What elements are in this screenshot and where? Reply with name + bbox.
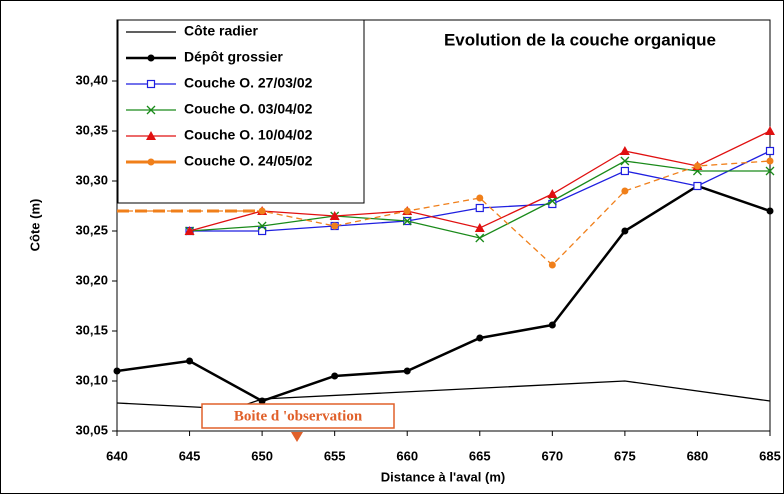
x-tick-label: 640 <box>106 448 128 463</box>
marker <box>620 166 629 176</box>
y-tick-label: 30,40 <box>75 72 108 87</box>
marker <box>403 207 411 215</box>
x-tick-label: 645 <box>179 448 201 463</box>
legend <box>117 19 365 204</box>
marker <box>184 226 195 235</box>
marker <box>474 223 485 232</box>
marker <box>147 54 155 62</box>
x-tick-label: 675 <box>614 448 636 463</box>
marker <box>257 221 267 231</box>
marker <box>693 181 702 191</box>
marker <box>548 321 556 329</box>
marker <box>621 227 629 235</box>
marker <box>331 222 339 230</box>
marker <box>475 203 484 213</box>
marker <box>547 196 557 206</box>
x-tick-label: 665 <box>469 448 491 463</box>
annotation: Boite d 'observation <box>234 408 363 424</box>
marker <box>258 397 266 405</box>
marker <box>331 372 339 380</box>
x-tick-label: 660 <box>396 448 418 463</box>
marker <box>113 367 121 375</box>
x-tick-label: 655 <box>324 448 346 463</box>
legend-label: Couche O. 27/03/02 <box>184 75 313 91</box>
marker <box>147 158 155 166</box>
marker <box>693 162 701 170</box>
y-tick-label: 30,10 <box>75 372 108 387</box>
marker <box>475 233 485 243</box>
marker <box>146 79 156 89</box>
series-line <box>116 184 771 403</box>
y-tick-label: 30,05 <box>75 422 108 437</box>
marker <box>403 367 411 375</box>
annotation-box <box>201 403 395 429</box>
marker <box>329 211 340 220</box>
y-tick-label: 30,15 <box>75 322 108 337</box>
y-axis-title: Côte (m) <box>27 199 42 252</box>
marker <box>765 126 775 135</box>
marker <box>402 216 412 226</box>
marker <box>766 157 774 165</box>
y-tick-label: 30,30 <box>75 172 108 187</box>
marker <box>146 105 156 115</box>
y-tick-label: 30,35 <box>75 122 108 137</box>
chart-title: Evolution de la couche organique <box>444 30 716 49</box>
x-axis-title: Distance à l'aval (m) <box>381 469 505 484</box>
annotation-arrow <box>291 432 303 442</box>
marker <box>476 194 484 202</box>
marker <box>258 207 266 215</box>
marker <box>258 226 267 236</box>
x-tick-label: 650 <box>251 448 273 463</box>
series-line <box>117 160 771 266</box>
marker <box>621 187 629 195</box>
marker <box>619 146 630 155</box>
legend-label: Couche O. 24/05/02 <box>184 153 313 169</box>
marker <box>548 261 556 269</box>
x-tick-label: 670 <box>541 448 563 463</box>
marker <box>766 207 774 215</box>
marker <box>547 189 558 198</box>
legend-label: Couche O. 03/04/02 <box>184 101 313 117</box>
x-tick-label: 685 <box>759 448 781 463</box>
y-tick-label: 30,20 <box>75 272 108 287</box>
plot-frame <box>116 19 771 432</box>
marker <box>186 357 194 365</box>
legend-label: Dépôt grossier <box>184 49 283 65</box>
x-tick-label: 680 <box>687 448 709 463</box>
marker <box>765 146 775 156</box>
legend-label: Côte radier <box>184 23 258 39</box>
marker <box>620 156 630 166</box>
y-tick-label: 30,25 <box>75 222 108 237</box>
legend-label: Couche O. 10/04/02 <box>184 127 313 143</box>
marker <box>476 334 484 342</box>
marker <box>765 166 775 176</box>
marker <box>146 131 156 140</box>
